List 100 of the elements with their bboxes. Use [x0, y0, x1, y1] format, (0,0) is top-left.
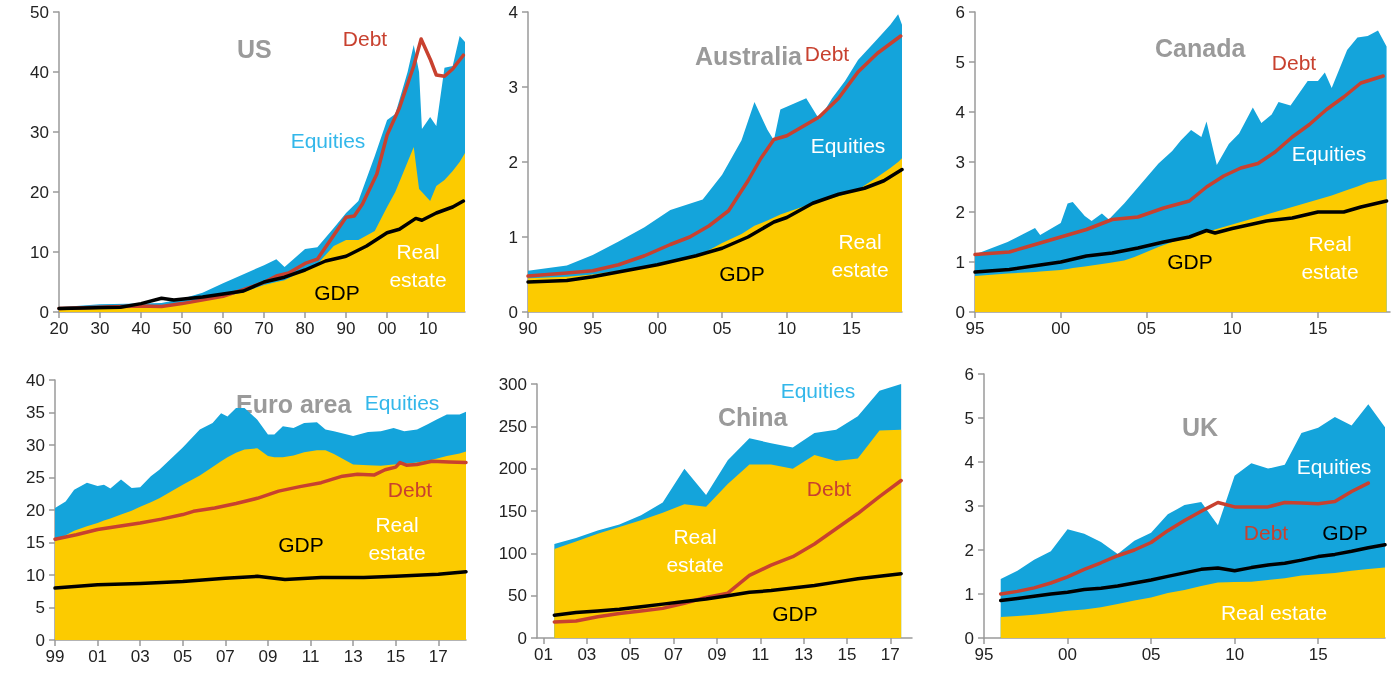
series-label: GDP: [1167, 249, 1213, 273]
y-tick-label: 20: [26, 500, 45, 520]
text: China: [718, 402, 789, 431]
line-series: [973, 74, 1385, 257]
text: UK: [1182, 412, 1219, 441]
x-tick-label: 15: [1308, 319, 1328, 338]
x-tick-label: 03: [130, 647, 150, 666]
x-tick-label: 70: [254, 319, 274, 338]
series-label: GDP: [314, 280, 360, 304]
y-tick-label: 2: [508, 152, 518, 172]
y-tick-label: 2: [955, 202, 965, 222]
series-label: Real estate: [389, 239, 447, 291]
x-tick-label: 30: [90, 319, 110, 338]
y-tick-label: 20: [30, 182, 49, 202]
y-tick-label: 50: [30, 2, 49, 22]
x-tick-label: 01: [534, 645, 553, 664]
y-tick-label: 5: [955, 52, 965, 72]
x-tick-label: 99: [45, 647, 65, 666]
y-tick-label: 4: [508, 2, 518, 22]
y-tick-label: 5: [964, 408, 974, 428]
y-tick-label: 35: [26, 403, 45, 422]
y-tick-label: 1: [508, 227, 518, 247]
x-tick-label: 00: [647, 319, 667, 338]
x-tick-label: 17: [428, 647, 448, 666]
y-tick-label: 5: [35, 598, 45, 617]
y-tick-label: 40: [26, 370, 45, 390]
x-tick-label: 07: [215, 647, 235, 666]
series-label: Real estate: [1220, 600, 1328, 624]
y-tick-label: 50: [508, 586, 527, 606]
y-tick-label: 0: [964, 628, 974, 648]
series-label: Equities: [364, 390, 440, 414]
x-tick-label: 07: [664, 645, 684, 664]
y-tick-label: 0: [517, 628, 527, 648]
x-tick-label: 90: [518, 319, 538, 338]
line-series: [53, 570, 468, 590]
series-label: Real estate: [666, 524, 724, 576]
y-tick-label: 40: [30, 62, 49, 82]
x-tick-label: 05: [712, 319, 732, 338]
y-tick-label: 6: [964, 364, 974, 384]
x-tick-label: 15: [1308, 645, 1328, 664]
y-tick-label: 1: [964, 584, 974, 604]
x-tick-label: 10: [418, 319, 438, 338]
x-tick-label: 05: [1141, 645, 1161, 664]
y-tick-label: 25: [26, 468, 45, 487]
x-tick-label: 10: [777, 319, 797, 338]
x-tick-label: 10: [1222, 319, 1242, 338]
y-tick-label: 10: [26, 565, 45, 585]
y-tick-label: 0: [35, 630, 45, 650]
series-label: Debt: [804, 41, 850, 65]
y-tick-label: 4: [964, 452, 974, 472]
x-tick-label: 09: [707, 645, 727, 664]
y-tick-label: 15: [26, 533, 45, 552]
y-tick-label: 30: [26, 435, 45, 455]
series-label: Debt: [1243, 520, 1289, 544]
x-tick-label: 15: [842, 319, 861, 338]
y-tick-label: 250: [498, 416, 527, 436]
y-tick-label: 0: [508, 302, 518, 322]
series-label: GDP: [1322, 520, 1368, 544]
x-tick-label: 00: [1058, 645, 1077, 664]
x-tick-label: 10: [1225, 645, 1245, 664]
x-tick-label: 15: [837, 645, 857, 664]
x-tick-label: 17: [880, 645, 900, 664]
x-tick-label: 00: [377, 319, 397, 338]
y-tick-label: 150: [498, 501, 527, 521]
x-tick-label: 80: [295, 319, 315, 338]
series-label: Real estate: [831, 229, 889, 281]
y-tick-label: 1: [955, 252, 965, 272]
y-tick-label: 3: [508, 77, 518, 97]
text: US: [237, 34, 272, 63]
y-tick-label: 0: [955, 302, 965, 322]
series-label: GDP: [719, 261, 765, 285]
series-label: Equities: [780, 378, 856, 402]
x-tick-label: 05: [620, 645, 640, 664]
line-series: [552, 478, 903, 624]
line-series: [998, 542, 1387, 603]
x-tick-label: 40: [131, 319, 151, 338]
x-tick-label: 13: [794, 645, 814, 664]
y-tick-label: 3: [955, 152, 965, 172]
line-series: [998, 481, 1371, 596]
series-label: Equities: [290, 128, 366, 152]
y-tick-label: 3: [964, 496, 974, 516]
series-label: Real estate: [1301, 231, 1359, 283]
x-tick-label: 05: [1137, 319, 1156, 338]
series-label: Real estate: [368, 512, 426, 564]
y-tick-label: 300: [498, 374, 527, 394]
text: Canada: [1155, 33, 1247, 62]
series-label: Equities: [1296, 454, 1372, 478]
y-tick-label: 10: [30, 242, 49, 262]
y-tick-label: 2: [964, 540, 974, 560]
x-tick-label: 11: [751, 645, 770, 664]
text: Australia: [695, 41, 804, 70]
x-tick-label: 09: [258, 647, 278, 666]
y-tick-label: 6: [955, 2, 965, 22]
series-label: GDP: [772, 601, 818, 625]
y-tick-label: 4: [955, 102, 965, 122]
x-tick-label: 60: [213, 319, 233, 338]
y-tick-label: 0: [39, 302, 49, 322]
x-tick-label: 20: [49, 319, 69, 338]
x-tick-label: 15: [386, 647, 406, 666]
series-label: GDP: [278, 532, 324, 556]
